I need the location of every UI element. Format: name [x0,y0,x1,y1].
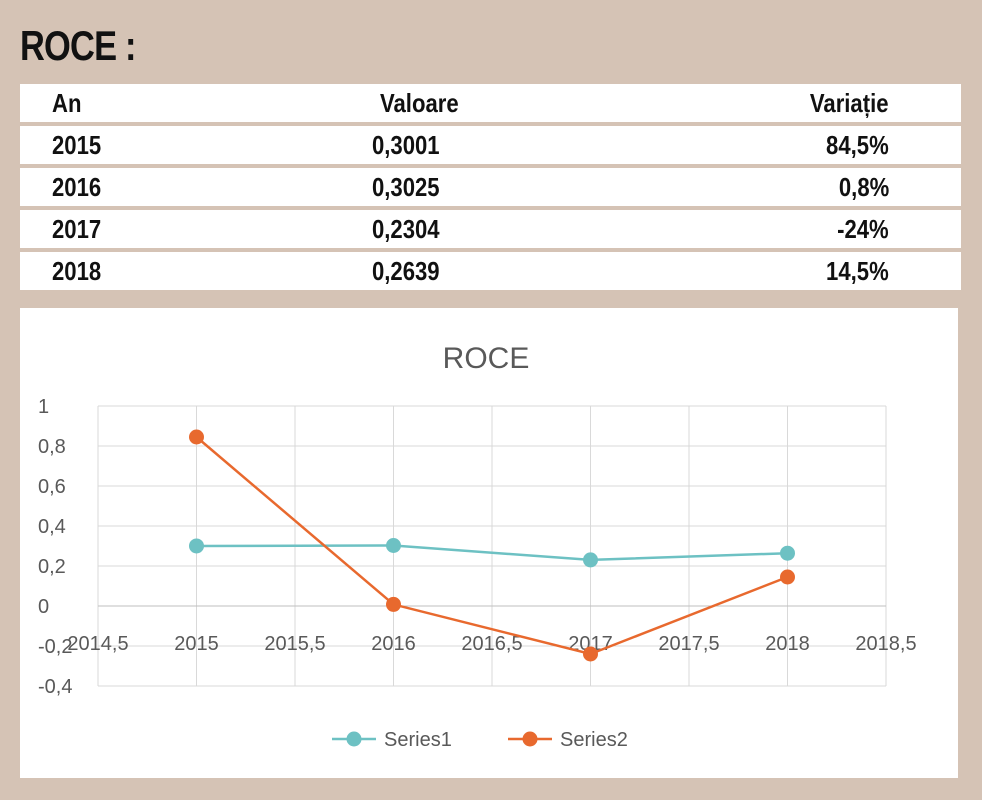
y-tick-label: -0,4 [38,676,72,698]
table-row: 2016 0,3025 0,8% [20,168,961,206]
x-tick-label: 2015,5 [264,633,325,655]
data-point [189,538,204,554]
header-variation: Variație [810,88,889,118]
series-line [195,436,788,656]
y-tick-label: 0,4 [38,516,66,538]
cell-value: 0,2304 [372,214,440,244]
series-series2 [189,429,795,662]
data-point [386,596,401,612]
data-point [780,569,795,585]
cell-year: 2018 [52,256,102,286]
cell-value: 0,3025 [372,172,440,202]
x-tick-label: 2015 [174,633,219,655]
chart-title: ROCE [443,342,530,375]
y-tick-label: 1 [38,396,49,418]
cell-variation: 14,5% [826,256,889,286]
x-tick-label: 2017,5 [658,633,719,655]
cell-value: 0,2639 [372,256,440,286]
x-tick-label: 2018 [765,633,810,655]
table-header-row: An Valoare Variație [20,84,961,122]
cell-variation: -24% [837,214,889,244]
cell-variation: 0,8% [838,172,889,202]
table-row: 2018 0,2639 14,5% [20,252,961,290]
chart-axis-labels: -0,4 -0,2 0 0,2 0,4 0,6 0,8 1 2014,5 2015 2015,5 20… [38,396,917,698]
header-year: An [52,88,82,118]
chart-series [189,429,795,662]
cell-year: 2017 [52,214,102,244]
chart-grid [97,405,887,687]
data-point [189,429,204,445]
data-point [780,545,795,561]
series-series1 [189,538,795,568]
y-tick-label: 0,2 [38,556,66,578]
x-tick-label: 2016 [371,633,416,655]
table-row: 2015 0,3001 84,5% [20,126,961,164]
x-tick-label: 2016,5 [461,633,522,655]
legend-label: Series2 [560,729,628,751]
cell-variation: 84,5% [826,130,889,160]
roce-table: An Valoare Variație 2015 0,3001 84,5% 20… [20,84,961,294]
data-point [583,552,598,568]
data-point [583,646,598,662]
y-tick-label: 0,8 [38,436,66,458]
x-tick-label: 2014,5 [67,633,128,655]
cell-value: 0,3001 [372,130,440,160]
chart-container: ROCE -0,4 -0,2 0 0,2 0,4 0,6 0,8 1 2014,5 2015 201… [20,308,958,778]
page-title: ROCE : [20,22,136,69]
chart-legend: Series1 Series2 [332,729,628,751]
legend-marker [522,731,538,747]
y-tick-label: -0,2 [38,636,72,658]
table-row: 2017 0,2304 -24% [20,210,961,248]
cell-year: 2016 [52,172,102,202]
header-value: Valoare [380,88,459,118]
cell-year: 2015 [52,130,102,160]
legend-label: Series1 [384,729,452,751]
legend-marker [346,731,362,747]
y-tick-label: 0 [38,596,49,618]
series-line [196,544,788,562]
y-tick-label: 0,6 [38,476,66,498]
roce-line-chart: ROCE -0,4 -0,2 0 0,2 0,4 0,6 0,8 1 2014,5 2015 201… [38,342,917,751]
data-point [386,538,401,553]
x-tick-label: 2018,5 [855,633,916,655]
